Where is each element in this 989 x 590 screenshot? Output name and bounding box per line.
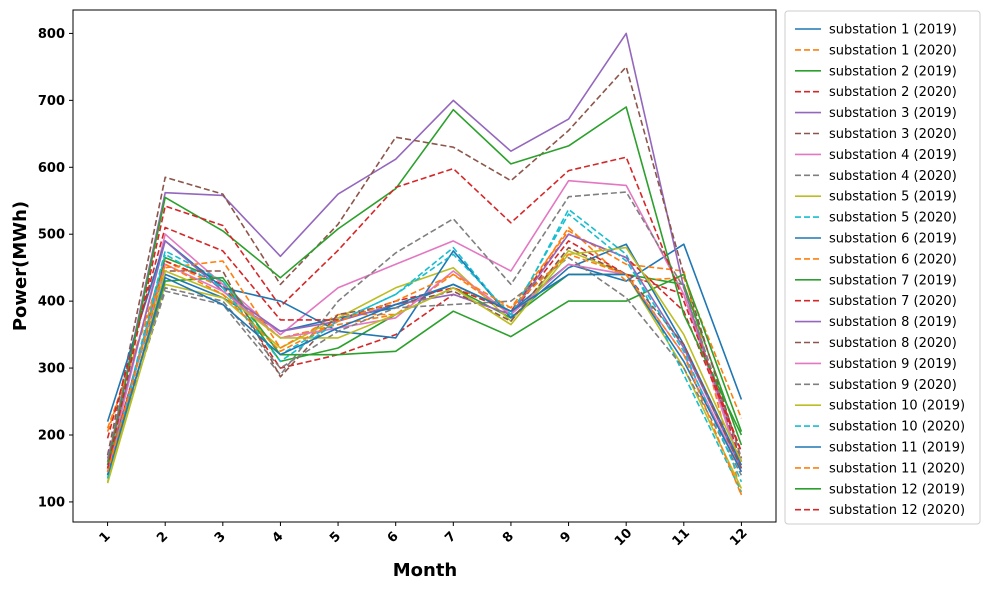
series-line-23: [106, 106, 743, 466]
legend-label: substation 1 (2019): [829, 23, 957, 38]
plot-frame: [72, 9, 777, 523]
legend-label: substation 12 (2020): [829, 503, 965, 518]
legend-label: substation 4 (2020): [829, 169, 957, 184]
series-line-24: [106, 156, 743, 469]
y-tick-label: 700: [38, 94, 65, 109]
series-line-19: [106, 246, 743, 483]
series-line-18: [106, 256, 743, 476]
legend-label: substation 11 (2020): [829, 461, 965, 476]
plot-lines: [106, 32, 743, 496]
series-line-10: [106, 208, 743, 493]
y-tick-label: 300: [38, 362, 65, 377]
x-tick-label: 10: [612, 526, 635, 549]
series-line-12: [106, 226, 743, 429]
legend-label: substation 1 (2020): [829, 43, 957, 58]
x-axis-ticks: 1 2 3 4 5 6 7 8 9 10 11 12: [97, 522, 751, 549]
y-tick-label: 200: [38, 428, 65, 443]
series-line-15: [106, 233, 743, 469]
legend-label: substation 8 (2019): [829, 315, 957, 330]
legend-label: substation 8 (2020): [829, 336, 957, 351]
legend-label: substation 3 (2020): [829, 127, 957, 142]
series-line-14: [106, 226, 743, 453]
x-tick-label: 7: [442, 529, 459, 546]
x-tick-label: 1: [97, 529, 114, 546]
x-tick-label: 8: [500, 529, 517, 546]
legend-label: substation 7 (2019): [829, 273, 957, 288]
legend-label: substation 12 (2019): [829, 482, 965, 497]
legend-label: substation 3 (2019): [829, 106, 957, 121]
y-tick-label: 500: [38, 228, 65, 243]
x-tick-label: 11: [670, 526, 693, 549]
legend-label: substation 9 (2019): [829, 357, 957, 372]
series-line-16: [106, 246, 743, 469]
y-tick-label: 100: [38, 495, 65, 510]
legend-label: substation 10 (2019): [829, 399, 965, 414]
y-tick-label: 800: [38, 27, 65, 42]
legend-label: substation 6 (2020): [829, 252, 957, 267]
y-axis-ticks: 100 200 300 400 500 600 700 800: [38, 27, 73, 510]
x-tick-label: 6: [385, 529, 402, 546]
legend-label: substation 6 (2019): [829, 232, 957, 247]
x-tick-label: 5: [327, 529, 344, 546]
legend: substation 1 (2019) substation 1 (2020) su…: [784, 10, 981, 525]
series-line-6: [106, 66, 743, 459]
y-axis-title: Power(MWh): [10, 201, 31, 331]
series-line-21: [106, 273, 743, 476]
series-line-5: [106, 32, 743, 469]
series-line-7: [106, 179, 743, 469]
x-tick-label: 9: [558, 529, 575, 546]
legend-label: substation 9 (2020): [829, 378, 957, 393]
y-tick-label: 600: [38, 161, 65, 176]
legend-label: substation 4 (2019): [829, 148, 957, 163]
y-tick-label: 400: [38, 295, 65, 310]
series-line-13: [106, 273, 743, 473]
x-tick-label: 4: [269, 529, 286, 546]
series-line-8: [106, 191, 743, 473]
legend-label: substation 10 (2020): [829, 420, 965, 435]
x-axis-title: Month: [393, 560, 458, 581]
legend-label: substation 11 (2019): [829, 441, 965, 456]
series-line-20: [106, 213, 743, 483]
legend-label: substation 5 (2019): [829, 190, 957, 205]
series-line-4: [106, 240, 743, 469]
legend-label: substation 5 (2020): [829, 211, 957, 226]
legend-frame: [784, 10, 981, 525]
x-tick-label: 12: [727, 526, 750, 549]
x-tick-label: 3: [212, 529, 229, 546]
legend-label: substation 7 (2020): [829, 294, 957, 309]
x-tick-label: 2: [154, 529, 171, 546]
legend-label: substation 2 (2020): [829, 85, 957, 100]
legend-label: substation 2 (2019): [829, 64, 957, 79]
